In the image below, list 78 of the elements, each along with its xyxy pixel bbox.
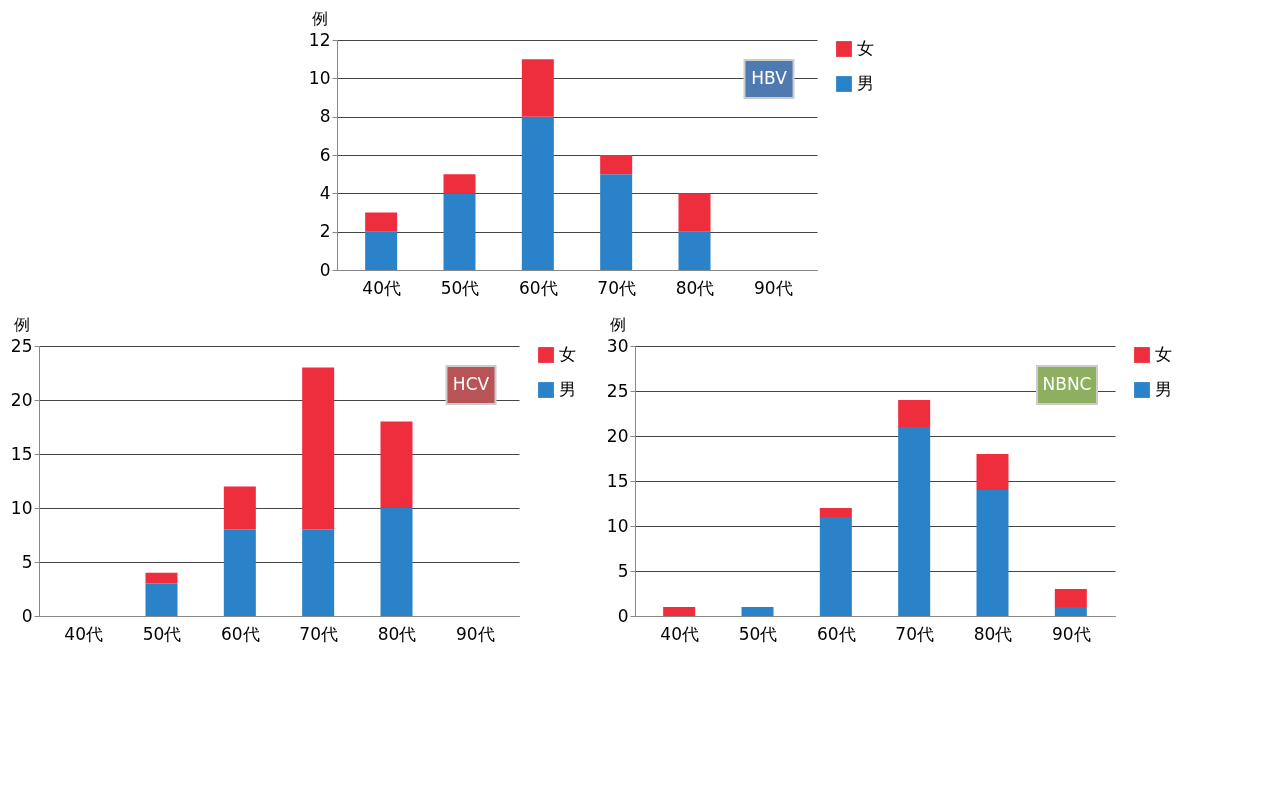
x-tick-label: 80代 xyxy=(973,623,1013,644)
bar xyxy=(302,367,335,530)
x-tick-label: 50代 xyxy=(738,623,778,644)
bar xyxy=(521,59,554,117)
bar xyxy=(819,517,852,616)
x-tick-label: 60代 xyxy=(817,623,856,644)
bar xyxy=(741,607,774,616)
y-tick-label: 5 xyxy=(21,551,33,572)
bar xyxy=(976,454,1009,490)
y-tick-label: 5 xyxy=(617,560,629,581)
x-tick-label: 60代 xyxy=(519,277,558,298)
x-tick-label: 70代 xyxy=(299,623,338,644)
x-tick-label: 80代 xyxy=(675,277,715,298)
bar xyxy=(898,427,931,616)
y-tick-label: 20 xyxy=(10,389,33,410)
x-tick-label: 70代 xyxy=(895,623,934,644)
bar xyxy=(663,607,696,616)
x-tick-label: 40代 xyxy=(362,277,401,298)
bar xyxy=(443,193,476,270)
bar xyxy=(600,155,633,175)
y-axis-title: 例 xyxy=(311,8,328,28)
bar xyxy=(365,231,398,270)
bar xyxy=(678,193,711,232)
legend-label: 女 xyxy=(857,38,874,58)
bar xyxy=(678,231,711,270)
bar xyxy=(223,529,256,616)
annotation: HBV xyxy=(751,68,788,88)
x-tick-label: 60代 xyxy=(221,623,260,644)
y-tick-label: 20 xyxy=(606,425,629,446)
x-tick-label: 80代 xyxy=(377,623,417,644)
x-tick-label: 40代 xyxy=(64,623,103,644)
y-tick-label: 6 xyxy=(319,144,331,165)
y-tick-label: 10 xyxy=(606,515,629,536)
y-tick-label: 0 xyxy=(21,605,33,626)
x-tick-label: 70代 xyxy=(597,277,636,298)
x-tick-label: 40代 xyxy=(660,623,699,644)
bar xyxy=(365,212,398,232)
x-tick-label: 90代 xyxy=(456,623,495,644)
legend-label: 女 xyxy=(559,344,576,364)
y-axis-title: 例 xyxy=(609,314,626,334)
x-tick-label: 90代 xyxy=(754,277,793,298)
legend-label: 男 xyxy=(1155,379,1172,399)
annotation: HCV xyxy=(452,374,490,394)
y-tick-label: 30 xyxy=(606,335,629,356)
bar xyxy=(819,508,852,517)
bar xyxy=(600,174,633,270)
bar xyxy=(145,572,178,584)
bar xyxy=(380,421,413,508)
bar xyxy=(1054,607,1087,616)
y-tick-label: 10 xyxy=(308,67,331,88)
bar xyxy=(223,486,256,530)
bar xyxy=(302,529,335,616)
y-tick-label: 2 xyxy=(319,221,331,242)
y-tick-label: 8 xyxy=(319,106,331,127)
y-tick-label: 10 xyxy=(10,497,33,518)
bar xyxy=(145,583,178,616)
x-tick-label: 50代 xyxy=(142,623,182,644)
y-tick-label: 12 xyxy=(308,29,331,50)
legend-label: 男 xyxy=(559,379,576,399)
legend-label: 女 xyxy=(1155,344,1172,364)
y-tick-label: 0 xyxy=(617,605,629,626)
y-tick-label: 15 xyxy=(10,443,33,464)
y-tick-label: 15 xyxy=(606,470,629,491)
x-tick-label: 90代 xyxy=(1052,623,1091,644)
y-tick-label: 0 xyxy=(319,259,331,280)
annotation: NBNC xyxy=(1042,374,1092,394)
x-tick-label: 50代 xyxy=(440,277,480,298)
y-tick-label: 4 xyxy=(319,182,331,203)
y-axis-title: 例 xyxy=(13,314,30,334)
y-tick-label: 25 xyxy=(606,380,629,401)
bar xyxy=(976,490,1009,616)
bar xyxy=(898,400,931,427)
legend-label: 男 xyxy=(857,73,874,93)
bar xyxy=(443,174,476,194)
bar xyxy=(1054,589,1087,607)
bar xyxy=(521,116,554,270)
y-tick-label: 25 xyxy=(10,335,33,356)
bar xyxy=(380,508,413,616)
